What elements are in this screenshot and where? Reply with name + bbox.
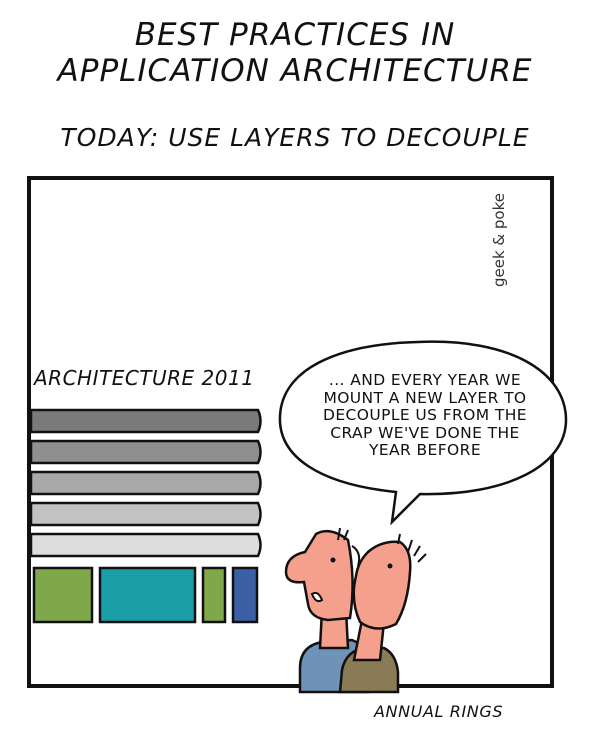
architecture-layers (29, 408, 262, 558)
watermark-signature: geek & poke (490, 193, 508, 287)
layer-1 (29, 408, 262, 434)
speech-line: ... AND EVERY YEAR WE (328, 371, 522, 389)
speech-line: DECOUPLE US FROM THE (322, 406, 527, 424)
block-teal (98, 566, 197, 624)
layer-4 (29, 501, 262, 527)
layer-5 (29, 532, 262, 558)
speech-bubble-text: ... AND EVERY YEAR WE MOUNT A NEW LAYER … (300, 371, 550, 460)
speech-line: YEAR BEFORE (368, 441, 482, 459)
architecture-label: ARCHITECTURE 2011 (34, 366, 255, 390)
comic-title-line2: APPLICATION ARCHITECTURE (57, 53, 533, 89)
right-person-hair (397, 533, 427, 563)
comic-title-line1: BEST PRACTICES IN (134, 17, 456, 53)
right-person-head (352, 540, 412, 630)
speech-line: CRAP WE'VE DONE THE (330, 423, 520, 442)
left-person-eye (330, 557, 336, 563)
layer-3 (29, 470, 262, 496)
foundation-blocks (32, 566, 259, 624)
speech-line: MOUNT A NEW LAYER TO (323, 388, 527, 407)
block-green-2 (201, 566, 227, 624)
block-blue (231, 566, 259, 624)
comic-subtitle: TODAY: USE LAYERS TO DECOUPLE (60, 123, 530, 152)
block-green-1 (32, 566, 94, 624)
left-person-head (284, 529, 354, 622)
characters (284, 527, 427, 694)
right-person-eye (387, 563, 393, 569)
layer-2 (29, 439, 262, 465)
speech-bubble (278, 340, 568, 526)
comic-caption: ANNUAL RINGS (374, 702, 504, 721)
left-person-mouth (310, 591, 324, 603)
